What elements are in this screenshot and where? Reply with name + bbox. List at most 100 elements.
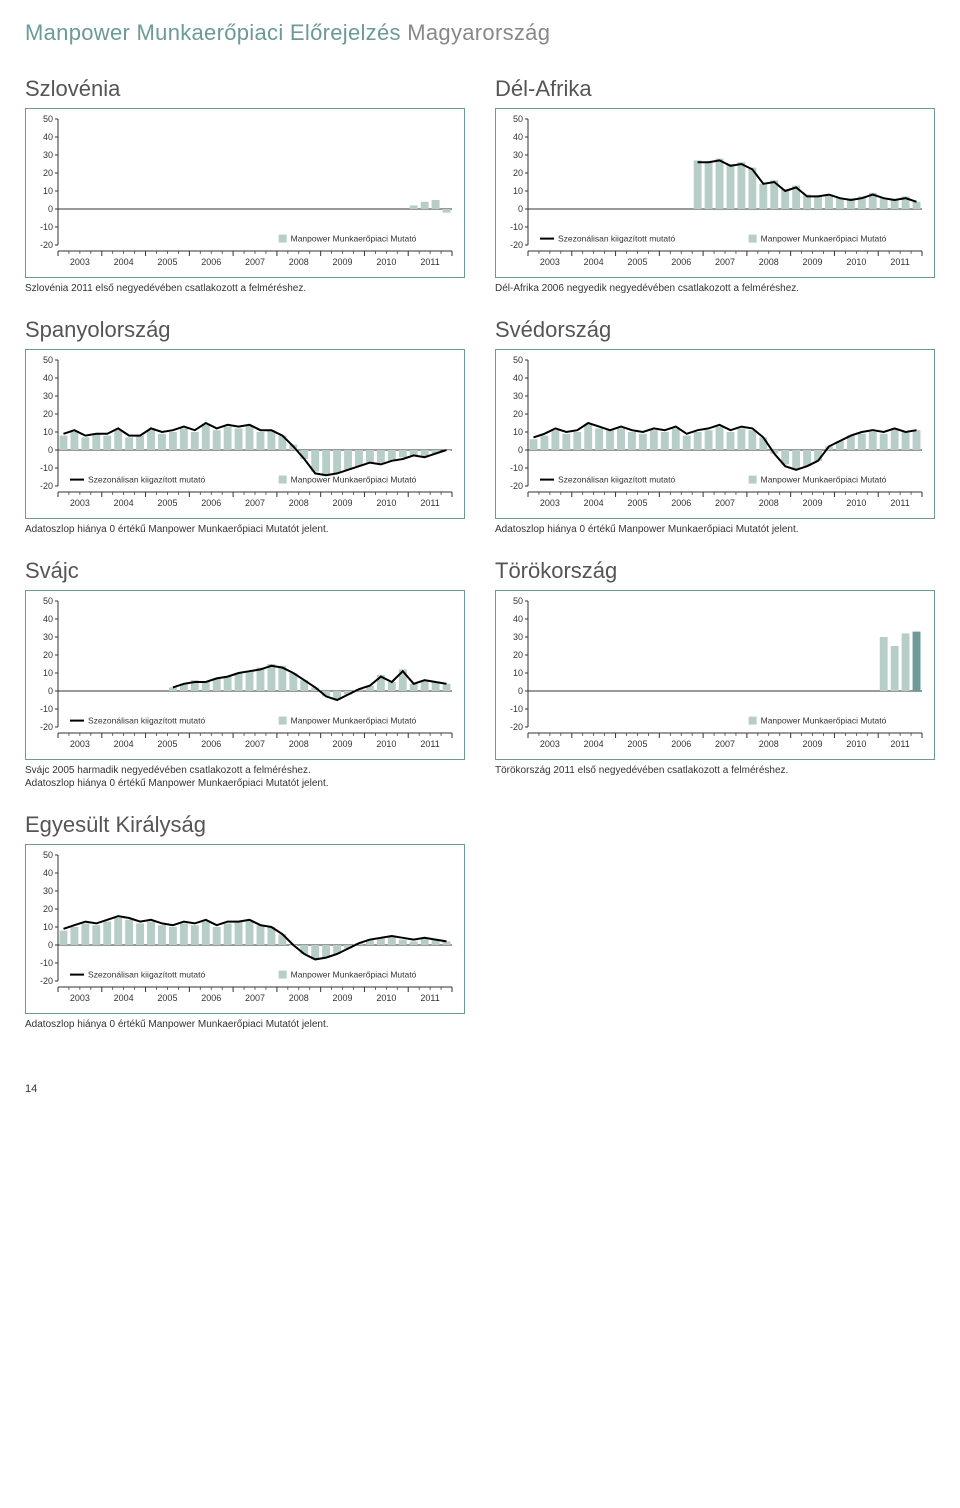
svg-text:2011: 2011: [420, 257, 439, 267]
svg-text:2006: 2006: [201, 993, 221, 1003]
svg-text:2006: 2006: [671, 498, 691, 508]
svg-text:30: 30: [43, 886, 53, 896]
svg-text:2010: 2010: [376, 993, 396, 1003]
svg-text:2009: 2009: [803, 739, 823, 749]
svg-text:2008: 2008: [289, 739, 309, 749]
svg-text:-20: -20: [510, 240, 523, 250]
svg-text:2004: 2004: [114, 739, 134, 749]
svg-text:10: 10: [43, 186, 53, 196]
svg-text:10: 10: [43, 427, 53, 437]
svg-text:20: 20: [43, 168, 53, 178]
svg-text:-20: -20: [40, 481, 53, 491]
svg-text:30: 30: [43, 150, 53, 160]
svg-text:2005: 2005: [627, 498, 647, 508]
svg-text:-10: -10: [510, 463, 523, 473]
svg-text:-10: -10: [40, 958, 53, 968]
svg-text:-20: -20: [40, 976, 53, 986]
svg-text:2009: 2009: [333, 993, 353, 1003]
svg-text:20: 20: [43, 904, 53, 914]
svg-text:0: 0: [518, 204, 523, 214]
svg-text:2009: 2009: [803, 498, 823, 508]
svg-text:-10: -10: [40, 463, 53, 473]
svg-text:40: 40: [513, 132, 523, 142]
svg-text:2008: 2008: [289, 993, 309, 1003]
svg-text:30: 30: [43, 632, 53, 642]
chart-del-afrika: Dél-Afrika -20-1001020304050200320042005…: [495, 76, 935, 295]
svg-text:2006: 2006: [671, 739, 691, 749]
svg-text:2010: 2010: [846, 257, 866, 267]
svg-text:50: 50: [43, 597, 53, 606]
svg-text:2006: 2006: [201, 739, 221, 749]
chart-note: Svájc 2005 harmadik negyedévében csatlak…: [25, 764, 465, 790]
chart-note: Adatoszlop hiánya 0 értékű Manpower Munk…: [25, 523, 465, 536]
chart-title: Svájc: [25, 558, 465, 584]
svg-text:2009: 2009: [803, 257, 823, 267]
svg-text:40: 40: [513, 373, 523, 383]
svg-text:30: 30: [513, 632, 523, 642]
chart-note: Dél-Afrika 2006 negyedik negyedévében cs…: [495, 282, 935, 295]
svg-text:-10: -10: [40, 222, 53, 232]
svg-text:2008: 2008: [759, 257, 779, 267]
svg-text:40: 40: [43, 373, 53, 383]
svg-text:2007: 2007: [245, 498, 265, 508]
chart-title: Dél-Afrika: [495, 76, 935, 102]
svg-text:Manpower Munkaerőpiaci Mutató: Manpower Munkaerőpiaci Mutató: [291, 475, 417, 485]
svg-text:2008: 2008: [759, 498, 779, 508]
svg-text:2010: 2010: [846, 739, 866, 749]
svg-text:50: 50: [513, 115, 523, 124]
svg-text:2004: 2004: [114, 993, 134, 1003]
svg-text:40: 40: [43, 868, 53, 878]
svg-text:30: 30: [513, 391, 523, 401]
svg-text:2004: 2004: [114, 257, 134, 267]
header-brand: Manpower Munkaerőpiaci Előrejelzés: [25, 20, 401, 45]
svg-text:2011: 2011: [890, 739, 909, 749]
svg-text:2003: 2003: [70, 257, 90, 267]
svg-text:-20: -20: [40, 722, 53, 732]
chart-frame: -20-100102030405020032004200520062007200…: [495, 590, 935, 760]
svg-text:0: 0: [518, 445, 523, 455]
svg-text:0: 0: [48, 445, 53, 455]
svg-text:50: 50: [43, 115, 53, 124]
svg-text:50: 50: [43, 356, 53, 365]
svg-text:2007: 2007: [245, 739, 265, 749]
chart-torokorszag: Törökország -20-100102030405020032004200…: [495, 558, 935, 777]
svg-text:2011: 2011: [420, 993, 439, 1003]
svg-text:2009: 2009: [333, 257, 353, 267]
svg-text:2005: 2005: [627, 257, 647, 267]
svg-text:Szezonálisan kiigazított mutat: Szezonálisan kiigazított mutató: [88, 970, 205, 980]
svg-text:-10: -10: [40, 704, 53, 714]
chart-frame: -20-100102030405020032004200520062007200…: [25, 349, 465, 519]
svg-text:2008: 2008: [759, 739, 779, 749]
svg-text:10: 10: [513, 186, 523, 196]
chart-note: Adatoszlop hiánya 0 értékű Manpower Munk…: [495, 523, 935, 536]
svg-text:Szezonálisan kiigazított mutat: Szezonálisan kiigazított mutató: [88, 475, 205, 485]
svg-text:10: 10: [513, 668, 523, 678]
svg-text:2005: 2005: [157, 739, 177, 749]
chart-note: Szlovénia 2011 első negyedévében csatlak…: [25, 282, 465, 295]
svg-text:-10: -10: [510, 222, 523, 232]
svg-text:30: 30: [43, 391, 53, 401]
svg-text:0: 0: [48, 204, 53, 214]
svg-text:2005: 2005: [627, 739, 647, 749]
svg-text:20: 20: [513, 409, 523, 419]
svg-text:10: 10: [513, 427, 523, 437]
chart-frame: -20-100102030405020032004200520062007200…: [495, 349, 935, 519]
chart-frame: -20-100102030405020032004200520062007200…: [25, 844, 465, 1014]
svg-text:50: 50: [513, 356, 523, 365]
chart-note: Törökország 2011 első negyedévében csatl…: [495, 764, 935, 777]
svg-text:2008: 2008: [289, 257, 309, 267]
svg-text:2004: 2004: [584, 739, 604, 749]
page-number: 14: [25, 1083, 935, 1095]
chart-title: Spanyolország: [25, 317, 465, 343]
svg-text:0: 0: [48, 686, 53, 696]
svg-text:40: 40: [513, 614, 523, 624]
chart-title: Szlovénia: [25, 76, 465, 102]
svg-text:50: 50: [513, 597, 523, 606]
svg-text:2004: 2004: [584, 257, 604, 267]
svg-text:10: 10: [43, 922, 53, 932]
chart-svedorszag: Svédország -20-1001020304050200320042005…: [495, 317, 935, 536]
svg-text:2004: 2004: [114, 498, 134, 508]
svg-text:-20: -20: [510, 722, 523, 732]
svg-text:2008: 2008: [289, 498, 309, 508]
svg-text:2005: 2005: [157, 498, 177, 508]
